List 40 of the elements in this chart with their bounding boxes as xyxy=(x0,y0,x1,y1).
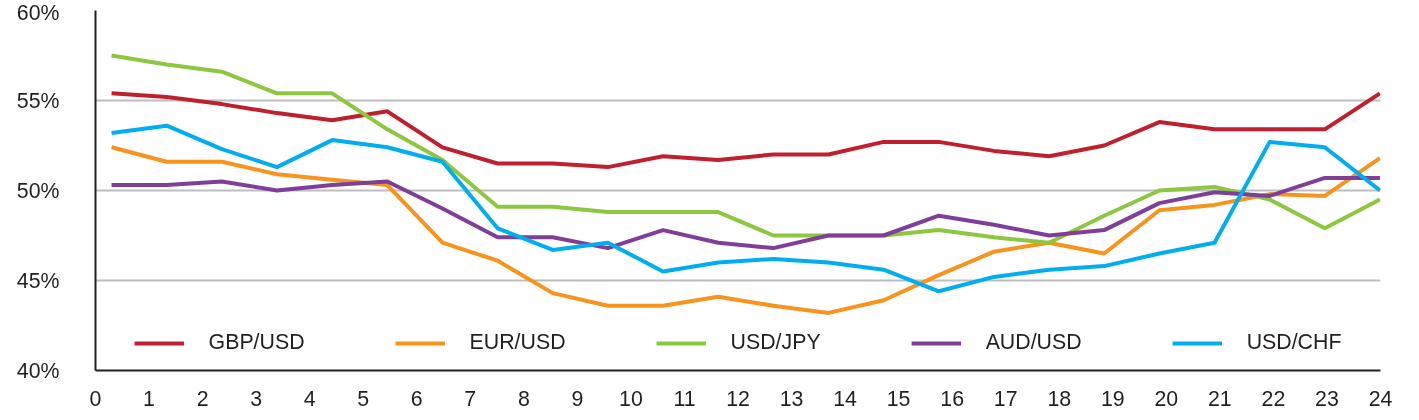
x-tick-label: 12 xyxy=(726,386,750,411)
legend-label: USD/JPY xyxy=(730,330,821,355)
line-series xyxy=(109,91,1381,170)
legend-label: GBP/USD xyxy=(208,330,305,355)
x-tick-label: 8 xyxy=(517,386,530,411)
x-tick-label: 10 xyxy=(619,386,643,411)
x-tick-label: 14 xyxy=(833,386,858,411)
x-tick-label: 24 xyxy=(1368,386,1393,411)
x-tick-label: 21 xyxy=(1208,386,1232,411)
x-tick-label: 23 xyxy=(1315,386,1339,411)
x-tick-label: 20 xyxy=(1154,386,1179,411)
x-tick-label: 0 xyxy=(89,386,102,411)
x-tick-label: 17 xyxy=(993,386,1018,411)
x-tick-label: 6 xyxy=(410,386,423,411)
x-tick-label: 9 xyxy=(571,386,584,411)
y-tick-label: 40% xyxy=(16,358,60,383)
x-tick-label: 18 xyxy=(1047,386,1072,411)
x-tick-label: 1 xyxy=(143,386,155,411)
x-tick-label: 5 xyxy=(357,386,370,411)
legend-label: AUD/USD xyxy=(985,330,1082,355)
legend-label: USD/CHF xyxy=(1246,330,1342,355)
line-series xyxy=(109,145,1381,315)
line-series xyxy=(109,53,1381,245)
y-tick-label: 45% xyxy=(16,268,60,293)
y-tick-label: 60% xyxy=(16,0,60,25)
y-tick-label: 50% xyxy=(16,178,60,203)
y-tick-label: 55% xyxy=(16,88,60,113)
x-tick-label: 15 xyxy=(886,386,911,411)
x-tick-label: 19 xyxy=(1100,386,1125,411)
line-series xyxy=(109,123,1381,294)
line-series xyxy=(109,175,1381,251)
x-tick-label: 13 xyxy=(779,386,804,411)
x-tick-label: 16 xyxy=(940,386,965,411)
x-tick-label: 7 xyxy=(464,386,477,411)
x-tick-label: 11 xyxy=(673,386,696,411)
x-tick-label: 2 xyxy=(196,386,209,411)
x-tick-label: 22 xyxy=(1261,386,1286,411)
legend-label: EUR/USD xyxy=(469,330,566,355)
x-tick-label: 4 xyxy=(303,386,316,411)
x-tick-label: 3 xyxy=(250,386,263,411)
